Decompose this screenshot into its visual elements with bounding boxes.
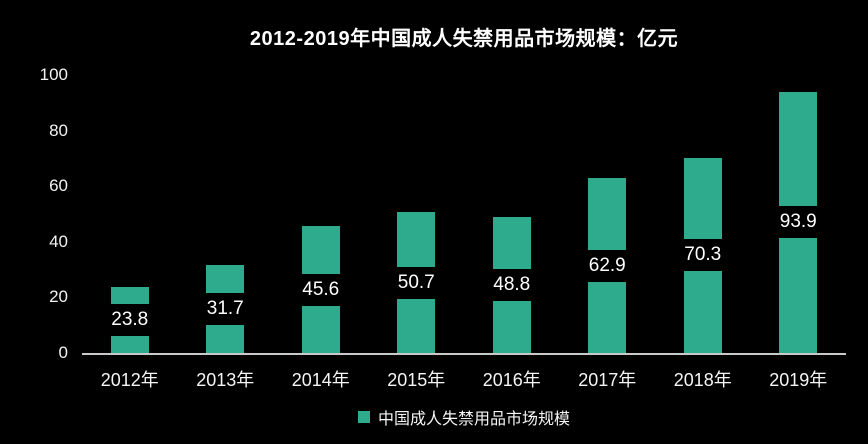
x-axis-label: 2017年 [578,370,637,390]
bar-value-band: 48.8 [492,269,531,302]
bar-value-band: 62.9 [588,249,627,282]
bar: 70.3 [683,157,722,353]
bar: 48.8 [492,217,531,353]
x-axis-label: 2019年 [769,370,828,390]
bar-value-band: 50.7 [397,266,436,299]
bar: 50.7 [397,212,436,353]
bar-value-label: 23.8 [111,308,149,330]
y-axis-tick-label: 80 [49,120,68,140]
bar-value-label: 70.3 [684,244,722,266]
x-axis-label: 2013年 [196,370,255,390]
y-axis-tick-label: 100 [39,65,68,84]
legend: 中国成人失禁用品市场规模 [82,406,846,428]
y-axis-tick-label: 0 [58,343,68,362]
x-axis-label: 2015年 [387,370,446,390]
chart-title: 2012-2019年中国成人失禁用品市场规模：亿元 [249,28,679,50]
x-axis-label: 2012年 [100,370,159,390]
bar: 23.8 [110,286,149,353]
y-axis-tick-label: 60 [49,176,68,196]
bar-value-label: 50.7 [397,271,435,293]
bar-value-label: 93.9 [779,211,817,233]
bar-value-band: 70.3 [683,239,722,272]
legend-label: 中国成人失禁用品市场规模 [377,411,570,428]
y-axis-tick-label: 40 [49,231,68,251]
legend-swatch [357,411,370,423]
y-axis-tick-label: 20 [49,287,68,307]
bar-value-label: 45.6 [302,278,340,300]
bar: 31.7 [206,264,245,353]
x-axis-label: 2014年 [291,370,350,390]
bar-value-label: 62.9 [588,254,626,276]
bar: 62.9 [588,178,627,353]
x-axis-label: 2016年 [482,370,541,390]
x-axis-label: 2018年 [673,370,732,390]
bar-value-label: 31.7 [206,297,244,319]
bar-value-band: 31.7 [206,292,245,325]
bar-value-band: 93.9 [779,206,818,239]
bar-value-band: 23.8 [110,303,149,336]
bar: 93.9 [779,91,818,353]
x-axis-line [82,353,846,355]
bar-value-band: 45.6 [301,273,340,306]
bar: 45.6 [301,226,340,353]
bar-value-label: 48.8 [493,274,531,296]
